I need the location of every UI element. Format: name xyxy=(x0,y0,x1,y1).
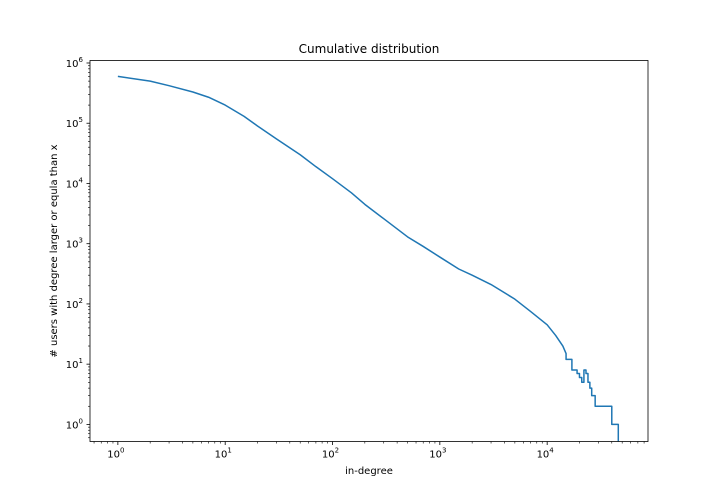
x-tick-label: 101 xyxy=(215,447,232,461)
y-tick-label: 100 xyxy=(66,417,83,431)
y-axis-label: # users with degree larger or equla than… xyxy=(49,144,60,357)
y-axis: 100 101 102 103 104 105 106 xyxy=(66,56,90,439)
x-tick-label: 103 xyxy=(429,447,446,461)
chart-title: Cumulative distribution xyxy=(299,42,440,56)
x-tick-label: 104 xyxy=(537,447,555,461)
series-line-0 xyxy=(117,75,620,442)
y-tick-label: 106 xyxy=(66,56,84,70)
y-tick-label: 103 xyxy=(66,237,83,251)
y-tick-label: 101 xyxy=(66,357,83,371)
x-axis-label: in-degree xyxy=(345,466,393,477)
y-tick-label: 104 xyxy=(66,176,84,190)
x-axis: 100 101 102 103 104 xyxy=(93,441,645,461)
y-tick-label: 105 xyxy=(66,116,83,130)
y-tick-label: 102 xyxy=(66,297,83,311)
plot-area xyxy=(117,75,620,442)
x-tick-label: 102 xyxy=(322,447,339,461)
x-tick-label: 100 xyxy=(107,447,124,461)
axes-frame xyxy=(89,60,649,442)
